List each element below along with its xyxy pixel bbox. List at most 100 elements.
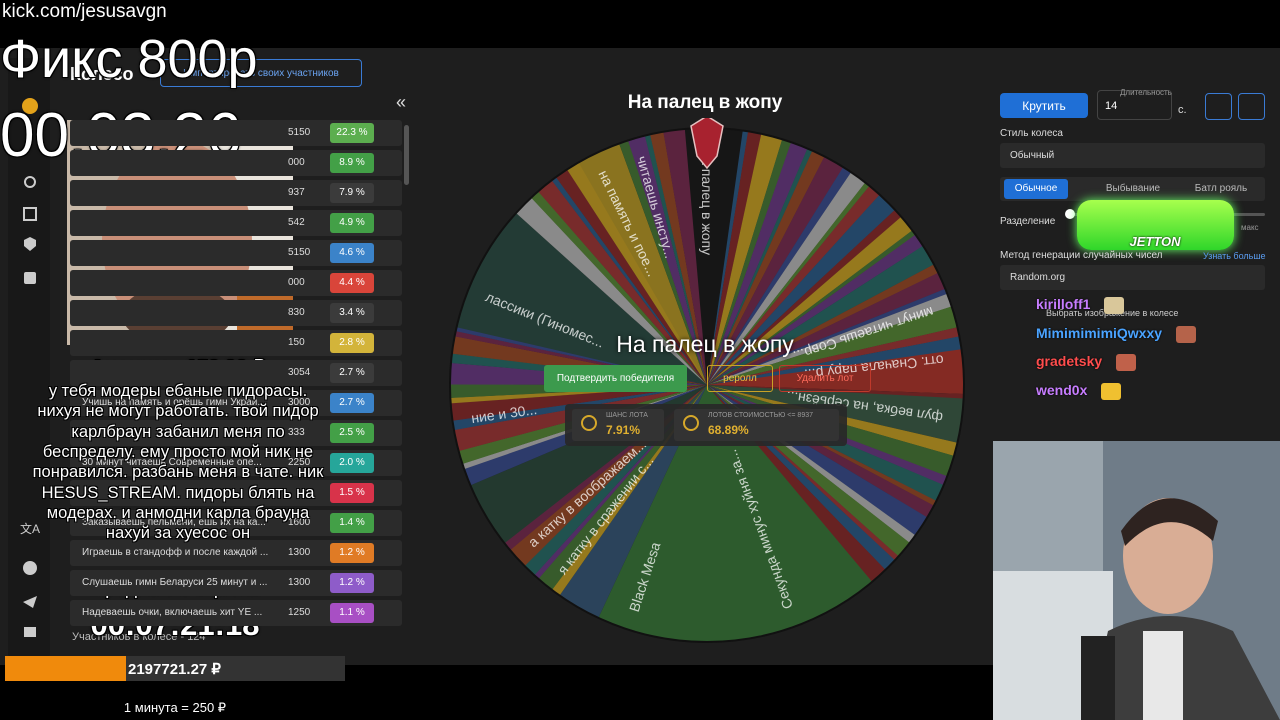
lot-row[interactable]: 542 4.9 % xyxy=(70,210,402,236)
import-button[interactable]: Импортировать своих участников xyxy=(160,59,362,87)
mode-tab[interactable]: Батл рояль xyxy=(1194,183,1248,194)
lot-chance: 1.5 % xyxy=(330,483,374,503)
lang-icon[interactable]: 文A xyxy=(20,521,40,536)
lot-icon[interactable] xyxy=(380,336,392,350)
lot-row[interactable]: Играешь в стандофф и после каждой ... 130… xyxy=(70,540,402,566)
chat-emote xyxy=(1176,325,1197,343)
github-icon[interactable] xyxy=(23,561,37,575)
chat-colon xyxy=(1165,325,1171,339)
action-button[interactable]: Удалить лот xyxy=(779,365,871,392)
video-icon[interactable] xyxy=(24,272,36,284)
chat-user: gradetsky xyxy=(1036,353,1103,369)
chat-colon xyxy=(1105,353,1111,367)
lot-row[interactable]: 5150 22.3 % xyxy=(70,120,402,146)
lot-row[interactable]: 150 2.8 % xyxy=(70,330,402,356)
lot-icon[interactable] xyxy=(380,216,392,230)
lot-row[interactable]: 830 3.4 % xyxy=(70,300,402,326)
subathon-rate: 1 минута = 250 ₽ xyxy=(123,700,227,715)
lot-row[interactable]: Учишь на память и орёшь гимн Украи... 300… xyxy=(70,390,402,416)
scrollbar xyxy=(404,125,409,185)
lot-chance: 3.4 % xyxy=(330,303,374,323)
lot-chance: 8.9 % xyxy=(330,153,374,173)
spin-button[interactable]: Крутить xyxy=(1000,93,1088,118)
lot-icon[interactable] xyxy=(380,426,392,440)
lot-icon[interactable] xyxy=(380,246,392,260)
lot-icon[interactable] xyxy=(380,486,392,500)
split-knob[interactable] xyxy=(1065,209,1075,219)
music-button[interactable] xyxy=(1238,93,1265,120)
lot-amount: 3000 xyxy=(288,397,311,408)
split-label: Разделение xyxy=(1000,216,1056,227)
stat-label: ЛОТОВ СТОИМОСТЬЮ <= 8937 xyxy=(708,412,813,419)
lot-row[interactable]: 000 8.9 % xyxy=(70,150,402,176)
wheel-slice xyxy=(707,150,825,385)
lot-icon[interactable] xyxy=(380,396,392,410)
lot-icon[interactable] xyxy=(380,366,392,380)
lot-chance: 1.1 % xyxy=(330,603,374,623)
layers-icon[interactable] xyxy=(23,207,37,221)
wheel-label: На палец в жопу xyxy=(699,147,715,255)
lot-icon[interactable] xyxy=(380,306,392,320)
lot-row[interactable]: Заказываешь пельмени, ешь их на ка... 160… xyxy=(70,510,402,536)
wheel-icon[interactable] xyxy=(22,98,38,114)
sponsor: JETTON xyxy=(1129,234,1181,249)
chat-user: wend0x xyxy=(1036,381,1088,398)
wheel-slice xyxy=(663,128,707,386)
wheel-slice xyxy=(450,385,707,421)
lot-icon[interactable] xyxy=(380,276,392,290)
lot-row[interactable]: 1.5 % xyxy=(70,480,402,506)
lot-icon[interactable] xyxy=(380,606,392,620)
rng-more[interactable]: Узнать больше xyxy=(1203,251,1266,261)
mode-tab[interactable]: Выбывание xyxy=(1105,183,1161,194)
wheel-slice xyxy=(707,272,946,385)
lot-row[interactable]: Слушаешь гимн Беларуси 25 минут и ... 130… xyxy=(70,570,402,596)
chat-emote xyxy=(1116,354,1137,371)
lot-row[interactable]: 30 минут читаешь Современные опе... 2250 2… xyxy=(70,450,402,476)
lot-icon[interactable] xyxy=(380,456,392,470)
lot-icon[interactable] xyxy=(380,576,392,590)
webcam-host xyxy=(993,441,1280,720)
sidebar-title: Колесо xyxy=(70,64,134,84)
lot-row[interactable]: 5150 4.6 % xyxy=(70,240,402,266)
wheel-slice xyxy=(707,293,952,385)
telegram-icon[interactable] xyxy=(23,596,37,608)
wheel-slice xyxy=(619,140,707,385)
wheel-slice xyxy=(551,176,707,385)
wheel-slice xyxy=(707,167,852,385)
mode-tab[interactable]: Обычное xyxy=(1004,179,1068,199)
shield-icon[interactable] xyxy=(24,237,36,251)
lot-amount: 150 xyxy=(288,337,305,348)
subathon-total: 2197721.27 ₽ xyxy=(128,661,221,678)
lot-icon[interactable] xyxy=(380,186,392,200)
lot-row[interactable]: 000 4.4 % xyxy=(70,270,402,296)
wheel-slice xyxy=(578,143,707,385)
donation-line: нихуя не могут работать. твой пидор xyxy=(37,402,319,421)
lot-chance: 2.7 % xyxy=(330,363,374,383)
duration-input[interactable] xyxy=(1097,90,1172,120)
action-button[interactable]: реролл xyxy=(707,365,773,392)
style-select[interactable] xyxy=(1000,143,1265,168)
lot-icon[interactable] xyxy=(380,546,392,560)
chat-emote xyxy=(1101,382,1122,400)
lot-name: 30 минут читаешь Современные опе... xyxy=(82,457,262,468)
wheel-slice xyxy=(456,213,707,385)
lot-chance: 2.7 % xyxy=(330,393,374,413)
collapse-button[interactable]: « xyxy=(396,92,407,112)
lot-icon[interactable] xyxy=(380,156,392,170)
lot-amount: 1300 xyxy=(288,547,311,558)
dice-button[interactable] xyxy=(1205,93,1232,120)
lot-icon[interactable] xyxy=(380,516,392,530)
lot-row[interactable]: 333 2.5 % xyxy=(70,420,402,446)
lot-amount: 5150 xyxy=(288,247,311,258)
settings-icon[interactable] xyxy=(24,176,36,188)
lot-icon[interactable] xyxy=(380,126,392,140)
action-button[interactable]: Подтвердить победителя xyxy=(544,365,687,392)
donate-icon[interactable] xyxy=(24,627,36,637)
rng-select[interactable] xyxy=(1000,265,1265,290)
donation-line: нахуй за хуесос он xyxy=(105,524,251,543)
lot-row[interactable]: 3054 2.7 % xyxy=(70,360,402,386)
lot-row[interactable]: Надеваешь очки, включаешь хит YE ... 1250… xyxy=(70,600,402,626)
donation-line: HESUS_STREAM. пидоры блять на xyxy=(41,483,315,502)
lot-row[interactable]: 937 7.9 % xyxy=(70,180,402,206)
donation-line: карлбраун забанил меня по xyxy=(71,422,285,441)
